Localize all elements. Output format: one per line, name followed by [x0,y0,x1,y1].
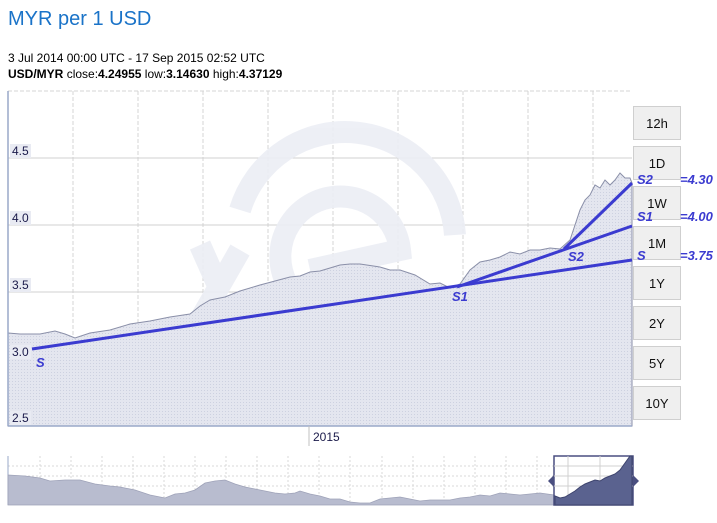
navigator-left-handle[interactable] [548,475,554,487]
s1-label: S1 [637,209,653,224]
range-5y-button[interactable]: 5Y [633,346,681,380]
y-tick-label: 3.5 [10,278,31,292]
s2-label: S2 [637,172,653,187]
y-tick-label: 4.5 [10,144,31,158]
range-1w-button[interactable]: 1W [633,186,681,220]
navigator-area [7,474,555,506]
s2-value: =4.30 [680,172,713,187]
low-value: 3.14630 [166,67,210,81]
trend-start-label: S [36,355,45,370]
high-value: 4.37129 [238,67,283,81]
date-range: 3 Jul 2014 00:00 UTC - 17 Sep 2015 02:52… [8,51,265,65]
x-tick-label: 2015 [313,430,340,444]
trend-s2-point-label: S2 [568,249,584,264]
high-label: high: [212,67,239,81]
y-tick-label: 4.0 [10,211,31,225]
low-label: low: [144,67,167,81]
xe-watermark [189,121,466,326]
navigator[interactable] [7,455,639,506]
close-value: 4.24955 [98,67,142,81]
s1-value: =4.00 [680,209,713,224]
y-tick-label: 3.0 [10,345,31,359]
close-label: close: [66,67,99,81]
trendlines [31,181,634,351]
range-1m-button[interactable]: 1M [633,226,681,260]
range-10y-button[interactable]: 10Y [633,386,681,420]
navigator-right-handle[interactable] [633,475,639,487]
trend-s1-point-label: S1 [452,289,468,304]
price-area [7,172,633,427]
currency-pair: USD/MYR [8,67,64,81]
s-label: S [637,248,646,263]
s-value: =3.75 [680,248,713,263]
range-1y-button[interactable]: 1Y [633,266,681,300]
range-12h-button[interactable]: 12h [633,106,681,140]
range-2y-button[interactable]: 2Y [633,306,681,340]
price-summary: USD/MYR close:4.24955 low:3.14630 high:4… [8,67,282,81]
navigator-selected-area [554,455,633,506]
page-title: MYR per 1 USD [8,8,152,30]
trendline-s [31,258,633,351]
trendline-s2 [562,181,634,251]
range-1d-button[interactable]: 1D [633,146,681,180]
y-tick-label: 2.5 [10,411,31,425]
trendline-s1 [456,224,633,289]
